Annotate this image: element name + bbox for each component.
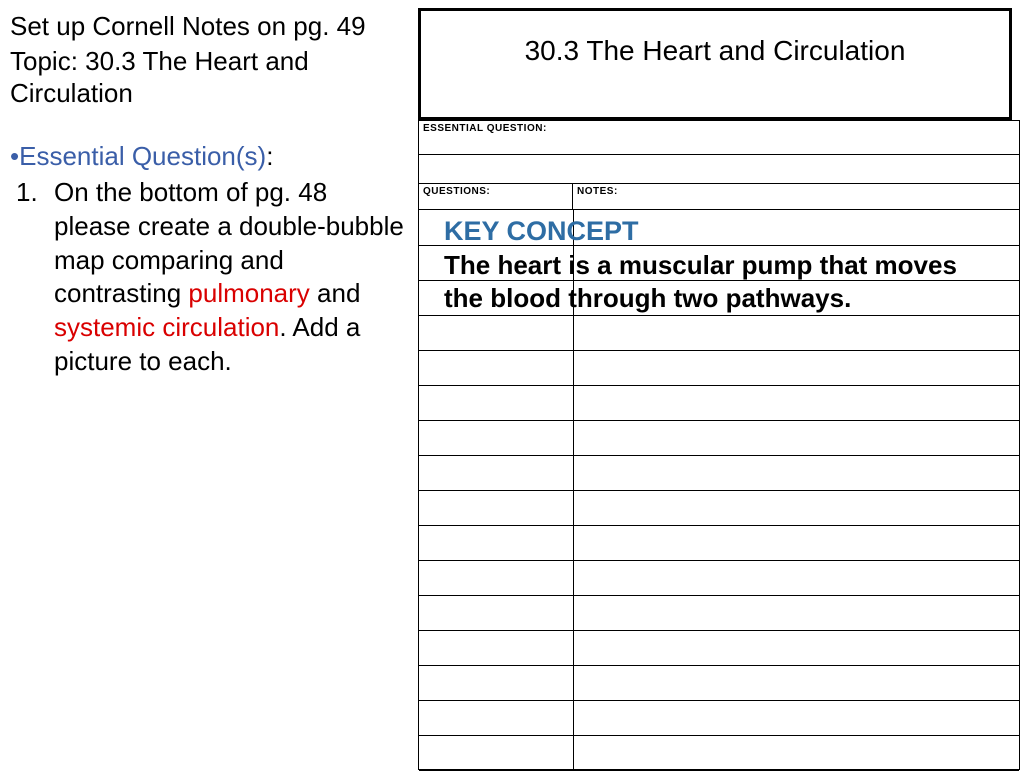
ruled-line	[419, 630, 1019, 631]
ruled-line	[419, 595, 1019, 596]
setup-instruction: Set up Cornell Notes on pg. 49	[10, 10, 410, 43]
ruled-line	[419, 735, 1019, 736]
eq-label: Essential Question(s)	[19, 141, 266, 171]
key-concept-text: The heart is a muscular pump that moves …	[444, 249, 1000, 314]
item-text-red-2: systemic circulation	[54, 312, 279, 342]
ruled-line	[419, 700, 1019, 701]
bullet-icon: •	[10, 141, 19, 171]
ruled-line	[419, 665, 1019, 666]
ruled-line	[419, 420, 1019, 421]
instructions-panel: Set up Cornell Notes on pg. 49 Topic: 30…	[10, 10, 410, 379]
page-title: 30.3 The Heart and Circulation	[525, 35, 906, 67]
item-text-mid: and	[317, 278, 360, 308]
essential-question-heading: •Essential Question(s):	[10, 140, 410, 173]
ruled-line	[419, 385, 1019, 386]
essential-question-blank-row	[418, 154, 1020, 184]
list-item: 1. On the bottom of pg. 48 please create…	[10, 176, 410, 379]
ruled-line	[419, 350, 1019, 351]
key-concept-label: KEY CONCEPT	[444, 216, 1000, 247]
item-text-red-1: pulmonary	[188, 278, 317, 308]
questions-header: QUESTIONS:	[418, 184, 573, 210]
cornell-template: 30.3 The Heart and Circulation ESSENTIAL…	[418, 0, 1020, 768]
title-box: 30.3 The Heart and Circulation	[418, 8, 1012, 120]
essential-question-section: ESSENTIAL QUESTION:	[418, 120, 1020, 154]
ruled-line	[419, 455, 1019, 456]
essential-question-list: 1. On the bottom of pg. 48 please create…	[10, 176, 410, 379]
key-concept-overlay: KEY CONCEPT The heart is a muscular pump…	[444, 216, 1000, 314]
notes-header: NOTES:	[573, 184, 1020, 210]
essential-question-header: ESSENTIAL QUESTION:	[423, 123, 547, 134]
ruled-line	[419, 490, 1019, 491]
two-column-header: QUESTIONS: NOTES:	[418, 184, 1020, 210]
eq-colon: :	[266, 141, 273, 171]
topic-instruction: Topic: 30.3 The Heart and Circulation	[10, 45, 410, 110]
item-number: 1.	[10, 176, 54, 210]
ruled-line	[419, 525, 1019, 526]
item-text: On the bottom of pg. 48 please create a …	[54, 176, 410, 379]
ruled-line	[419, 560, 1019, 561]
ruled-line	[419, 315, 1019, 316]
